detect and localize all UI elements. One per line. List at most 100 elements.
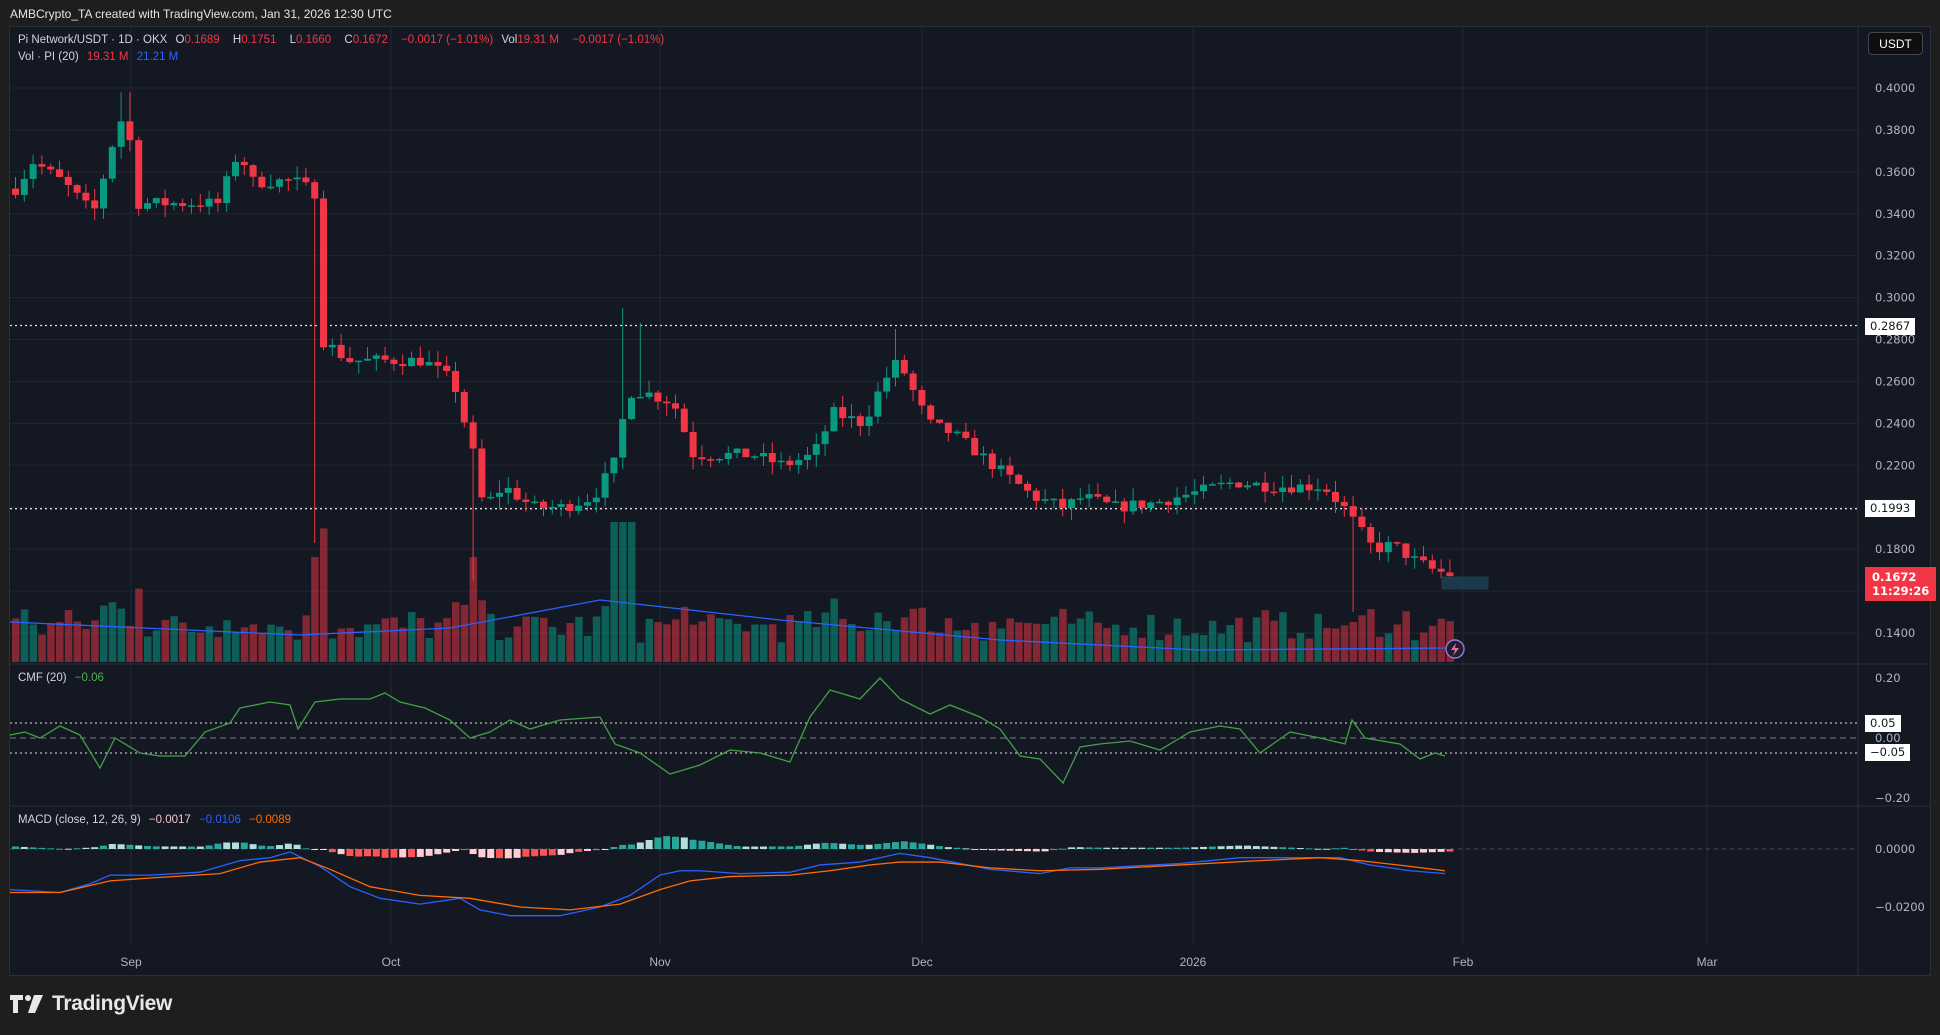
candle-body <box>997 465 1005 470</box>
macd-histogram-bar <box>1200 846 1207 849</box>
macd-histogram-bar <box>592 849 600 851</box>
volume-bar <box>777 642 786 662</box>
candle-body <box>1340 501 1348 507</box>
candle-body <box>170 203 178 206</box>
candle-body <box>214 198 222 204</box>
macd-histogram-bar <box>293 844 301 849</box>
macd-histogram-bar <box>1076 847 1084 849</box>
chart-frame[interactable] <box>9 26 1931 976</box>
macd-histogram-bar <box>971 848 979 850</box>
candle-body <box>812 444 820 455</box>
volume-bar <box>205 626 214 662</box>
macd-histogram-bar <box>434 849 442 855</box>
symbol-title[interactable]: Pi Network/USDT · 1D · OKX <box>18 34 168 46</box>
brand-name: TradingView <box>52 992 173 1015</box>
macd-histogram-bar <box>276 845 283 849</box>
candle-body <box>1050 498 1058 501</box>
cmf-legend[interactable]: CMF (20) −0.06 <box>18 672 109 684</box>
candle-body <box>73 185 81 193</box>
volume-bar <box>768 624 777 662</box>
tradingview-logo[interactable]: TradingView <box>10 992 172 1016</box>
macd-histogram-bar <box>302 848 310 850</box>
volume-bar <box>73 621 82 662</box>
macd-histogram-bar <box>1120 847 1128 849</box>
candle-body <box>1217 482 1225 485</box>
macd-line <box>9 851 1446 917</box>
macd-histogram-bar <box>1288 847 1295 849</box>
macd-histogram-bar <box>144 845 151 849</box>
volume-bar <box>1059 608 1067 662</box>
volume-bar <box>1191 633 1199 662</box>
macd-histogram-bar <box>865 844 873 849</box>
chart-credit: AMBCrypto_TA created with TradingView.co… <box>10 7 392 21</box>
candle-body <box>1147 502 1155 509</box>
macd-histogram-bar <box>742 846 750 849</box>
volume-bar <box>1252 617 1261 662</box>
candle-body <box>293 177 301 180</box>
volume-bar <box>161 619 170 662</box>
volume-bar <box>196 632 205 662</box>
macd-histogram-bar <box>64 848 72 850</box>
macd-histogram-bar <box>337 849 345 855</box>
candle-body <box>1332 491 1339 502</box>
macd-histogram-bar <box>425 849 433 856</box>
volume-bar <box>1402 611 1410 662</box>
macd-histogram-bar <box>1173 847 1181 849</box>
symbol-legend[interactable]: Pi Network/USDT · 1D · OKX O0.1689 H0.17… <box>18 34 665 46</box>
macd-legend[interactable]: MACD (close, 12, 26, 9) −0.0017 −0.0106 … <box>18 814 296 826</box>
volume-bar <box>1156 640 1164 662</box>
macd-histogram-bar <box>1376 849 1383 853</box>
candle-body <box>1402 543 1410 558</box>
volume-bar <box>1068 623 1076 662</box>
volume-bar <box>830 598 838 662</box>
volume-legend[interactable]: Vol · PI (20) 19.31 M 21.21 M <box>18 51 183 63</box>
volume-bar <box>1244 642 1252 662</box>
macd-histogram-bar <box>1296 847 1304 849</box>
volume-bar <box>548 626 557 662</box>
candle-body <box>768 452 776 463</box>
cmf-line <box>9 677 1446 785</box>
candle-body <box>108 146 116 179</box>
candle-body <box>566 503 574 511</box>
candle-body <box>689 432 697 458</box>
macd-histogram-bar <box>47 848 55 850</box>
currency-button[interactable]: USDT <box>1868 32 1923 55</box>
macd-histogram-bar <box>126 844 134 849</box>
macd-axis-label: −0.0200 <box>1875 900 1925 914</box>
volume-bar <box>364 624 372 662</box>
candle-body <box>504 487 512 493</box>
macd-histogram-bar <box>874 843 882 849</box>
volume-change: −0.0017 (−1.01%) <box>572 34 665 46</box>
macd-histogram-bar <box>284 843 292 849</box>
candle-body <box>249 165 257 177</box>
candle-body <box>478 448 486 498</box>
macd-histogram-bar <box>1129 847 1137 849</box>
volume-bar <box>1173 618 1182 662</box>
candle-body <box>1420 556 1427 561</box>
volume-bar <box>892 629 900 662</box>
volume-bar <box>628 522 636 662</box>
volume-ma-line <box>9 599 1451 651</box>
macd-histogram-bar <box>804 844 811 849</box>
candle-body <box>1226 482 1234 485</box>
volume-bar <box>1367 609 1375 662</box>
candle-body <box>276 179 283 187</box>
volume-bar <box>381 618 390 662</box>
volume-bar <box>214 637 222 662</box>
candle-body <box>777 460 785 463</box>
macd-histogram-bar <box>346 849 354 857</box>
volume-bar <box>1015 622 1023 662</box>
macd-histogram-bar <box>610 846 618 849</box>
volume-bar <box>223 620 231 662</box>
candle-body <box>1041 499 1049 501</box>
volume-bar <box>812 627 821 662</box>
volume-bar <box>962 629 970 662</box>
macd-histogram-bar <box>1437 849 1445 852</box>
candle-body <box>742 448 750 458</box>
macd-histogram-bar <box>812 843 820 849</box>
volume-bar <box>980 640 988 662</box>
candle-body <box>672 403 679 409</box>
macd-histogram-bar <box>566 849 574 854</box>
macd-histogram-bar <box>689 839 697 849</box>
